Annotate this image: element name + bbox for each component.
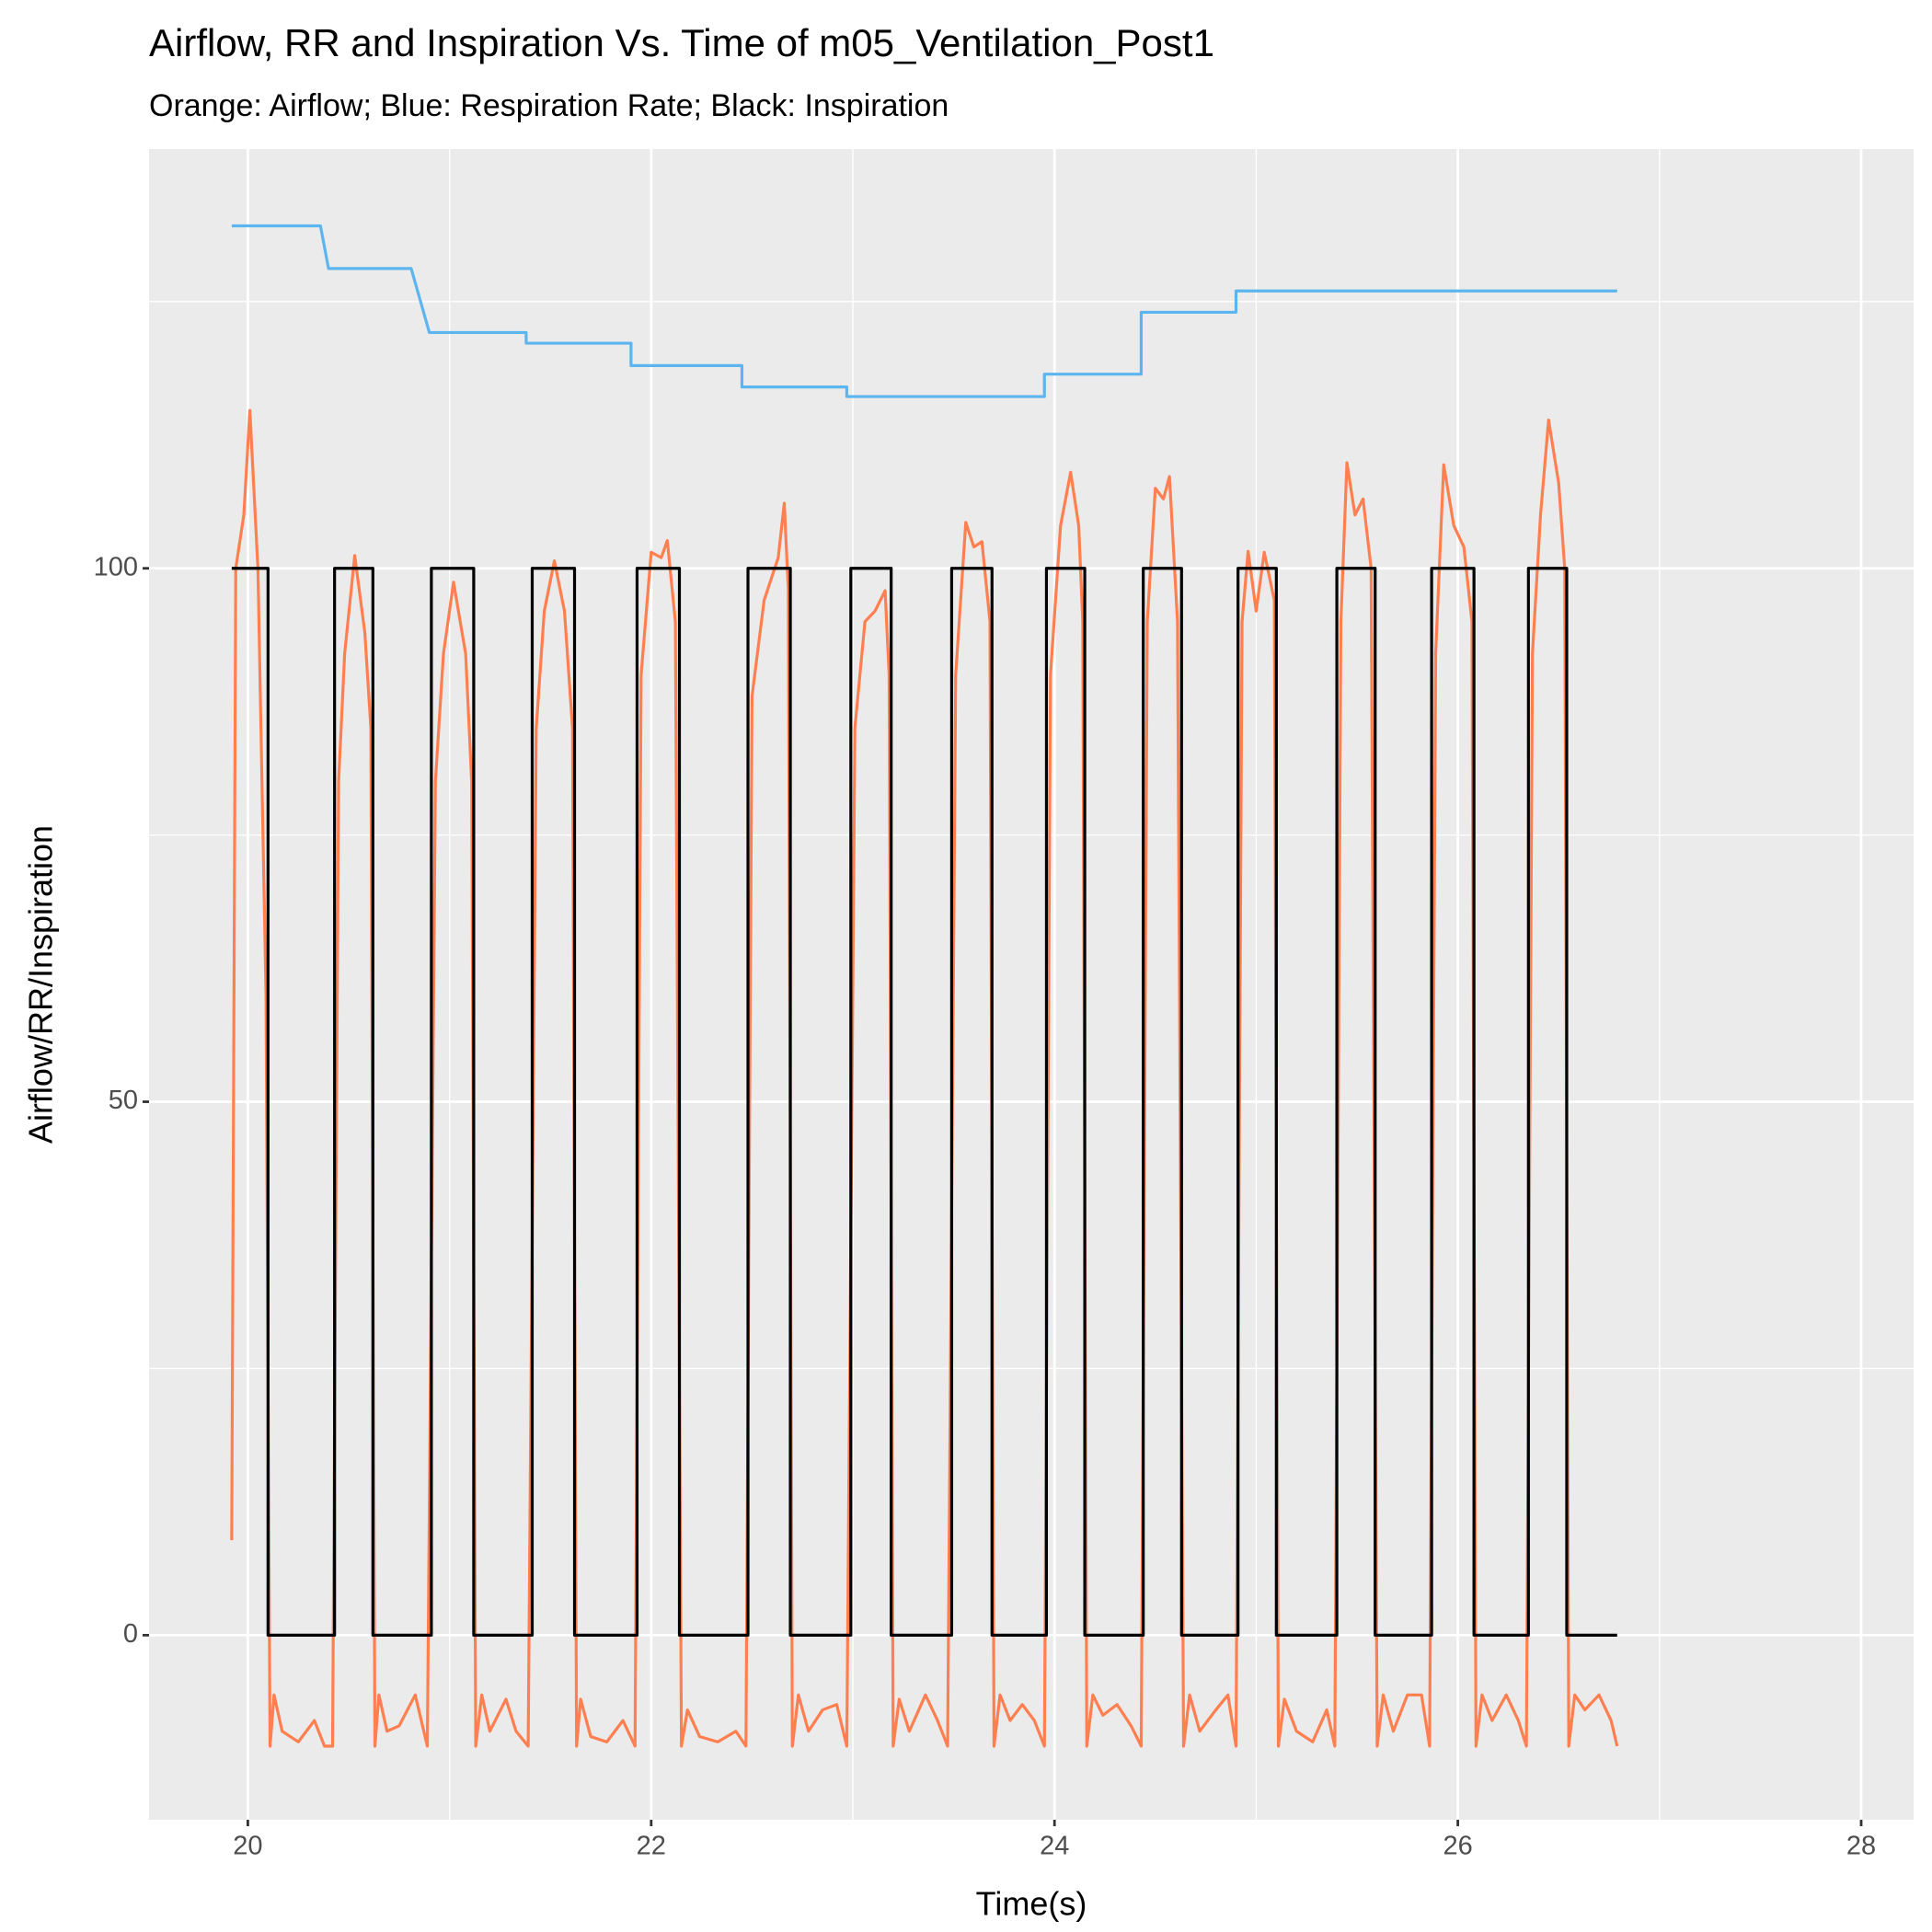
- data-line: [231, 567, 1617, 1637]
- chart-subtitle: Orange: Airflow; Blue: Respiration Rate;…: [149, 88, 949, 123]
- data-line: [231, 224, 1617, 398]
- data-line: [230, 408, 1619, 1748]
- x-tick-label: 22: [637, 1832, 666, 1861]
- x-axis-title: Time(s): [976, 1885, 1087, 1923]
- y-axis-title: Airflow/RR/Inspiration: [22, 825, 60, 1144]
- x-tick-label: 28: [1846, 1832, 1876, 1861]
- y-tick-label: 50: [109, 1086, 138, 1115]
- chart-title: Airflow, RR and Inspiration Vs. Time of …: [149, 21, 1214, 64]
- plot-panel: [149, 149, 1914, 1820]
- x-tick-label: 26: [1443, 1832, 1472, 1861]
- y-tick-label: 0: [123, 1619, 138, 1649]
- x-tick-label: 20: [233, 1832, 262, 1861]
- x-tick-label: 24: [1040, 1832, 1069, 1861]
- y-tick-label: 100: [94, 552, 138, 581]
